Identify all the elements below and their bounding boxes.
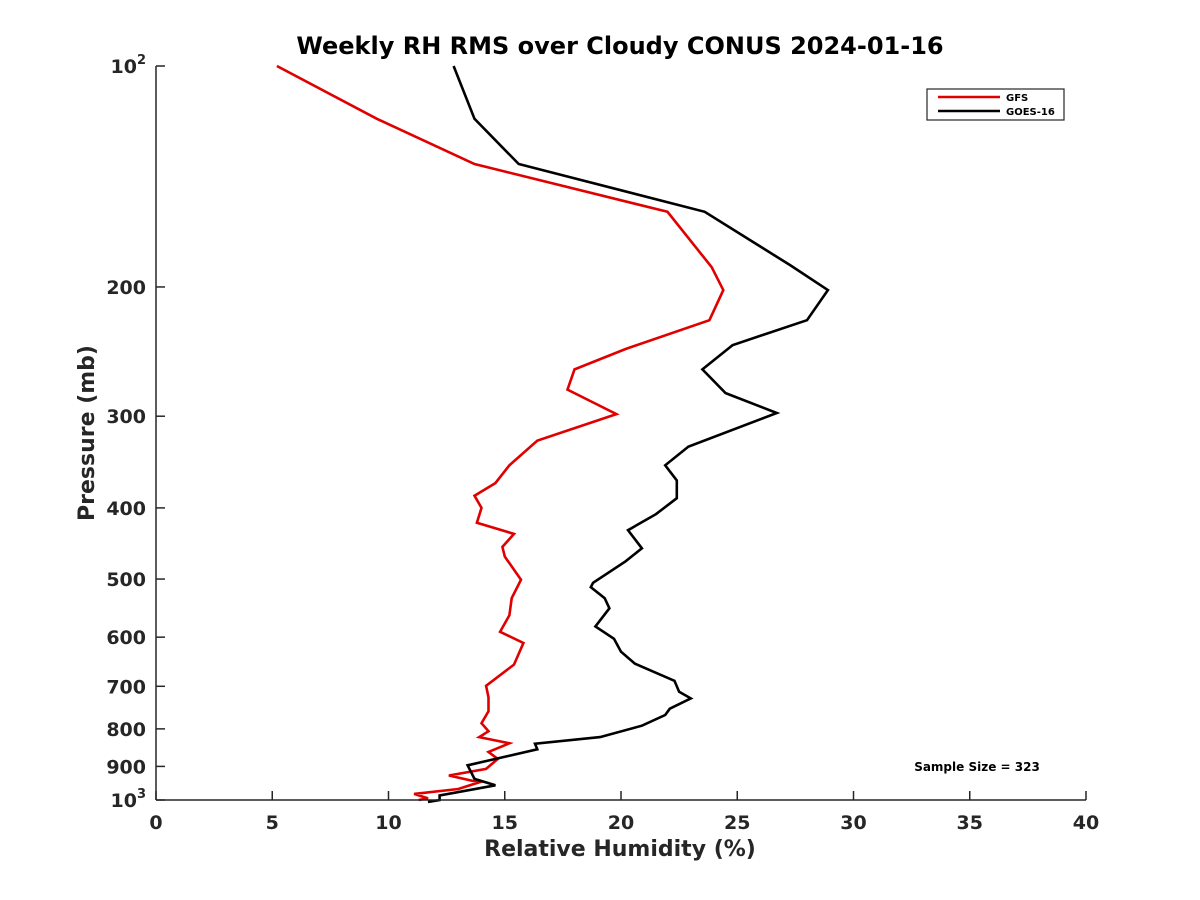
series-line-goes16 [427,65,830,804]
x-axis-ticks: 0 5 10 15 20 25 30 35 40 [149,791,1099,834]
legend: GFS GOES-16 [926,88,1065,121]
x-tick-label: 30 [840,812,866,834]
x-tick-label: 20 [608,812,634,834]
chart-title: Weekly RH RMS over Cloudy CONUS 2024-01-… [296,32,943,60]
y-tick-label: 200 [106,277,146,299]
y-tick-label: 900 [106,756,146,778]
y-tick-label: 800 [106,719,146,741]
y-tick-label: 500 [106,569,146,591]
y-tick-label: 103 [111,787,147,812]
y-tick-label: 300 [106,406,146,428]
legend-box [926,88,1065,121]
y-tick-label: 400 [106,498,146,520]
plot-area [276,64,830,804]
x-tick-label: 40 [1073,812,1099,834]
y-tick-label: 600 [106,627,146,649]
y-tick-label: 700 [106,676,146,698]
series-line-gfs [276,64,725,802]
x-tick-label: 35 [957,812,983,834]
x-axis-label: Relative Humidity (%) [484,837,756,862]
x-tick-label: 0 [149,812,162,834]
x-tick-label: 15 [492,812,518,834]
legend-label-gfs: GFS [1006,93,1028,104]
x-tick-label: 10 [375,812,401,834]
y-axis-label: Pressure (mb) [75,345,100,521]
y-axis-ticks: 102 200 300 400 500 600 700 800 900 103 [106,53,165,812]
sample-size-annotation: Sample Size = 323 [914,760,1040,774]
x-tick-label: 5 [266,812,279,834]
x-tick-label: 25 [724,812,750,834]
y-tick-label: 102 [111,53,147,78]
legend-label-goes16: GOES-16 [1006,107,1055,118]
